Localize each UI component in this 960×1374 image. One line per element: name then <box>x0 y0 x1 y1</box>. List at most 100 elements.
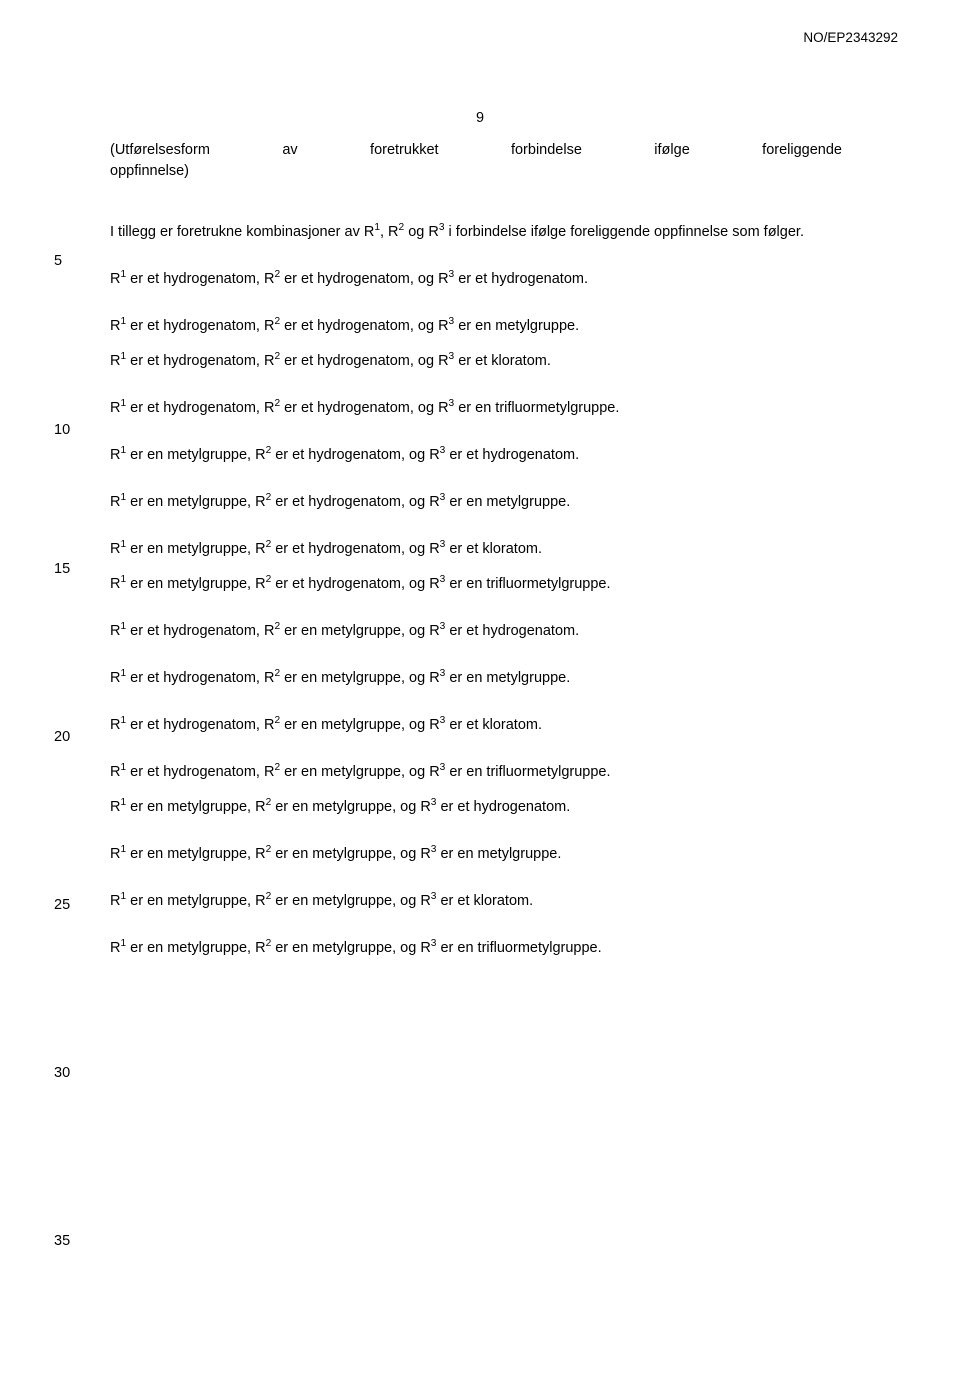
title-word: (Utførelsesform <box>110 140 210 161</box>
combo-line-8: R1 er en metylgruppe, R2 er et hydrogena… <box>110 574 842 595</box>
r: er et hydrogenatom, og R <box>280 318 448 334</box>
combo-line-3: R1 er et hydrogenatom, R2 er et hydrogen… <box>110 351 842 372</box>
r: er en metylgruppe, R <box>126 893 265 909</box>
r: R <box>110 893 120 909</box>
combo-line-16: R1 er en metylgruppe, R2 er en metylgrup… <box>110 938 842 959</box>
title-word: av <box>282 140 297 161</box>
combo-line-15: R1 er en metylgruppe, R2 er en metylgrup… <box>110 891 842 912</box>
r: er et hydrogenatom, og R <box>271 494 439 510</box>
r: er en metylgruppe. <box>436 846 561 862</box>
line-number-30: 30 <box>54 1063 70 1084</box>
combo-line-11: R1 er et hydrogenatom, R2 er en metylgru… <box>110 715 842 736</box>
r: er en trifluormetylgruppe. <box>454 400 619 416</box>
r: R <box>110 576 120 592</box>
r: R <box>110 400 120 416</box>
doc-reference: NO/EP2343292 <box>803 28 898 48</box>
r: er en metylgruppe, og R <box>271 846 431 862</box>
r: er en trifluormetylgruppe. <box>445 576 610 592</box>
r: R <box>110 494 120 510</box>
r: er et kloratom. <box>436 893 533 909</box>
r: er et kloratom. <box>454 353 551 369</box>
r: er et hydrogenatom, R <box>126 670 274 686</box>
combo-line-14: R1 er en metylgruppe, R2 er en metylgrup… <box>110 844 842 865</box>
intro-text: I tillegg er foretrukne kombinasjoner av… <box>110 224 374 240</box>
line-number-10: 10 <box>54 420 70 441</box>
r: er en metylgruppe, R <box>126 541 265 557</box>
r: R <box>110 541 120 557</box>
section-title: (Utførelsesform av foretrukket forbindel… <box>110 140 842 182</box>
r: er en metylgruppe, og R <box>280 764 440 780</box>
intro-paragraph: I tillegg er foretrukne kombinasjoner av… <box>110 222 842 243</box>
line-number-20: 20 <box>54 727 70 748</box>
line-number-5: 5 <box>54 251 62 272</box>
r: er et hydrogenatom, R <box>126 764 274 780</box>
r: er et hydrogenatom. <box>436 799 570 815</box>
line-number-15: 15 <box>54 559 70 580</box>
combo-line-2: R1 er et hydrogenatom, R2 er et hydrogen… <box>110 316 842 337</box>
combo-line-10: R1 er et hydrogenatom, R2 er en metylgru… <box>110 668 842 689</box>
line-number-25: 25 <box>54 895 70 916</box>
r: er en trifluormetylgruppe. <box>436 940 601 956</box>
r: er en metylgruppe. <box>445 494 570 510</box>
r: R <box>110 623 120 639</box>
r: er en metylgruppe, og R <box>280 717 440 733</box>
r: er en metylgruppe, R <box>126 846 265 862</box>
r: er en metylgruppe, og R <box>271 799 431 815</box>
combo-line-4: R1 er et hydrogenatom, R2 er et hydrogen… <box>110 398 842 419</box>
combo-line-13: R1 er en metylgruppe, R2 er en metylgrup… <box>110 797 842 818</box>
r: R <box>110 940 120 956</box>
combo-line-6: R1 er en metylgruppe, R2 er et hydrogena… <box>110 492 842 513</box>
r: er et hydrogenatom. <box>454 271 588 287</box>
r: er en metylgruppe, og R <box>280 623 440 639</box>
combo-line-7: R1 er en metylgruppe, R2 er et hydrogena… <box>110 539 842 560</box>
title-word: forbindelse <box>511 140 582 161</box>
r: er et hydrogenatom, R <box>126 623 274 639</box>
r: er en metylgruppe, og R <box>271 940 431 956</box>
r: R <box>110 799 120 815</box>
r: R <box>110 846 120 862</box>
title-word: ifølge <box>654 140 689 161</box>
r: er et hydrogenatom, og R <box>271 541 439 557</box>
r: er en metylgruppe, og R <box>271 893 431 909</box>
r: er et hydrogenatom, og R <box>280 271 448 287</box>
r: er en metylgruppe, R <box>126 799 265 815</box>
r: er et hydrogenatom. <box>445 447 579 463</box>
r: er et hydrogenatom, og R <box>280 400 448 416</box>
r: er en metylgruppe, R <box>126 940 265 956</box>
r: er et hydrogenatom, R <box>126 353 274 369</box>
page-number: 9 <box>476 108 484 129</box>
r: R <box>110 353 120 369</box>
r: er et hydrogenatom, R <box>126 318 274 334</box>
title-word: oppfinnelse) <box>110 161 842 182</box>
r: er en metylgruppe, R <box>126 576 265 592</box>
r: er en metylgruppe, R <box>126 494 265 510</box>
intro-text: i forbindelse ifølge foreliggende oppfin… <box>444 224 803 240</box>
r: R <box>110 318 120 334</box>
r: R <box>110 717 120 733</box>
combo-line-9: R1 er et hydrogenatom, R2 er en metylgru… <box>110 621 842 642</box>
intro-text: , R <box>380 224 399 240</box>
r: er en trifluormetylgruppe. <box>445 764 610 780</box>
r: er et hydrogenatom, R <box>126 271 274 287</box>
r: er en metylgruppe, og R <box>280 670 440 686</box>
r: er et hydrogenatom, R <box>126 717 274 733</box>
document-body: (Utførelsesform av foretrukket forbindel… <box>110 140 898 985</box>
combo-line-5: R1 er en metylgruppe, R2 er et hydrogena… <box>110 445 842 466</box>
title-word: foretrukket <box>370 140 439 161</box>
r: er et kloratom. <box>445 717 542 733</box>
r: er en metylgruppe. <box>454 318 579 334</box>
r: er et hydrogenatom. <box>445 623 579 639</box>
r: R <box>110 447 120 463</box>
r: R <box>110 764 120 780</box>
r: er et hydrogenatom, og R <box>271 576 439 592</box>
title-word: foreliggende <box>762 140 842 161</box>
intro-text: og R <box>404 224 439 240</box>
combo-line-12: R1 er et hydrogenatom, R2 er en metylgru… <box>110 762 842 783</box>
r: er et hydrogenatom, R <box>126 400 274 416</box>
r: er et hydrogenatom, og R <box>271 447 439 463</box>
r: er et kloratom. <box>445 541 542 557</box>
r: er en metylgruppe. <box>445 670 570 686</box>
r: R <box>110 670 120 686</box>
combo-line-1: R1 er et hydrogenatom, R2 er et hydrogen… <box>110 269 842 290</box>
line-number-35: 35 <box>54 1231 70 1252</box>
